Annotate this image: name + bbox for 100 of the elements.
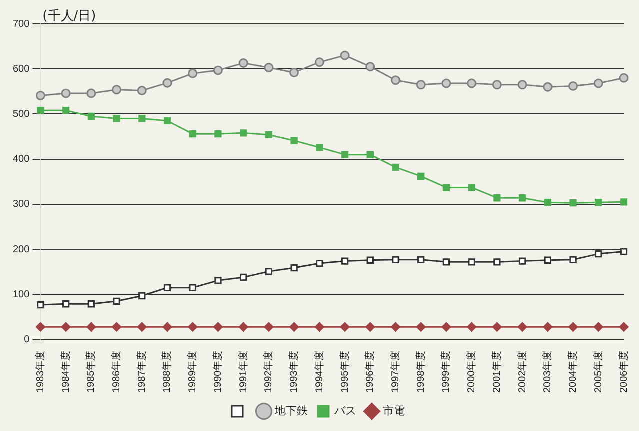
point — [88, 112, 95, 120]
point — [238, 58, 248, 68]
point — [36, 322, 46, 332]
point — [316, 260, 324, 268]
point — [240, 130, 248, 137]
point — [88, 300, 95, 308]
y-tick-label: 100 — [12, 289, 30, 300]
x-tick-label: 1992年度 — [262, 350, 275, 394]
x-tick-label: 1990年度 — [212, 350, 224, 394]
legend-label: バス — [334, 406, 356, 418]
point — [138, 115, 146, 122]
y-tick-label: 200 — [12, 244, 30, 256]
x-tick-label: 1995年度 — [338, 350, 351, 394]
point — [418, 256, 425, 264]
point — [316, 144, 324, 152]
point — [570, 256, 577, 264]
point — [392, 256, 400, 264]
point — [620, 198, 628, 206]
point — [494, 258, 501, 266]
point — [340, 50, 350, 60]
point — [188, 68, 198, 78]
x-tick-label: 1988年度 — [161, 350, 174, 394]
point — [189, 284, 196, 292]
point — [518, 322, 528, 332]
point — [390, 322, 400, 332]
point — [290, 322, 300, 332]
x-tick-label: 2000年度 — [466, 350, 478, 394]
point — [594, 78, 604, 88]
x-tick-label: 1998年度 — [414, 350, 427, 394]
point — [164, 284, 172, 292]
point — [341, 258, 349, 265]
point — [162, 78, 172, 88]
point — [213, 66, 223, 76]
x-tick-label: 1997年度 — [389, 350, 402, 394]
point — [366, 151, 374, 158]
x-tick-label: 1994年度 — [313, 350, 326, 394]
y-tick-label: 0 — [24, 334, 30, 346]
point — [518, 80, 528, 90]
point — [86, 322, 96, 332]
point — [544, 199, 552, 206]
x-tick-label: 2003年度 — [542, 350, 554, 394]
point — [518, 194, 526, 202]
point — [213, 322, 223, 332]
point — [416, 322, 426, 332]
point — [416, 80, 426, 90]
point — [265, 268, 273, 276]
y-tick-label: 300 — [12, 199, 30, 210]
point — [290, 137, 298, 144]
point — [594, 322, 604, 332]
point — [112, 85, 122, 95]
point — [189, 130, 196, 138]
point — [442, 322, 452, 332]
point — [86, 88, 96, 98]
point — [544, 256, 552, 264]
point — [418, 172, 425, 180]
x-tick-label: 1987年度 — [136, 350, 148, 394]
point — [264, 63, 274, 73]
point — [595, 199, 602, 206]
point — [570, 200, 577, 207]
x-tick-label: 1983年度 — [34, 350, 46, 394]
x-tick-label: 2004年度 — [567, 350, 580, 394]
point — [619, 322, 629, 332]
point — [238, 322, 248, 332]
point — [314, 322, 324, 332]
point — [518, 258, 526, 265]
point — [442, 184, 450, 192]
point — [619, 73, 629, 83]
point — [341, 151, 349, 158]
x-tick-label: 1984年度 — [60, 350, 72, 394]
x-tick-label: 2005年度 — [592, 350, 604, 394]
legend-label: 地下鉄 — [274, 404, 308, 418]
point — [366, 322, 376, 332]
point — [467, 322, 477, 332]
point — [620, 248, 628, 256]
y-tick-label: 500 — [12, 108, 30, 120]
point — [314, 58, 324, 68]
point — [214, 130, 222, 138]
point — [442, 78, 452, 88]
point — [188, 322, 198, 332]
point — [366, 256, 374, 264]
point — [214, 277, 222, 284]
point — [37, 301, 44, 309]
point — [494, 194, 501, 202]
point — [264, 322, 274, 332]
point — [543, 322, 553, 332]
point — [112, 322, 122, 332]
point — [468, 184, 476, 192]
point — [442, 258, 450, 266]
x-tick-label: 1985年度 — [85, 350, 98, 394]
point — [113, 115, 120, 122]
point — [543, 82, 553, 92]
x-tick-label: 2006年度 — [618, 350, 630, 394]
point — [467, 78, 477, 88]
point — [113, 298, 120, 305]
x-tick-label: 1999年度 — [440, 350, 452, 394]
point — [37, 107, 44, 114]
point — [137, 322, 147, 332]
point — [36, 90, 46, 100]
point — [138, 292, 146, 300]
point — [164, 117, 172, 125]
